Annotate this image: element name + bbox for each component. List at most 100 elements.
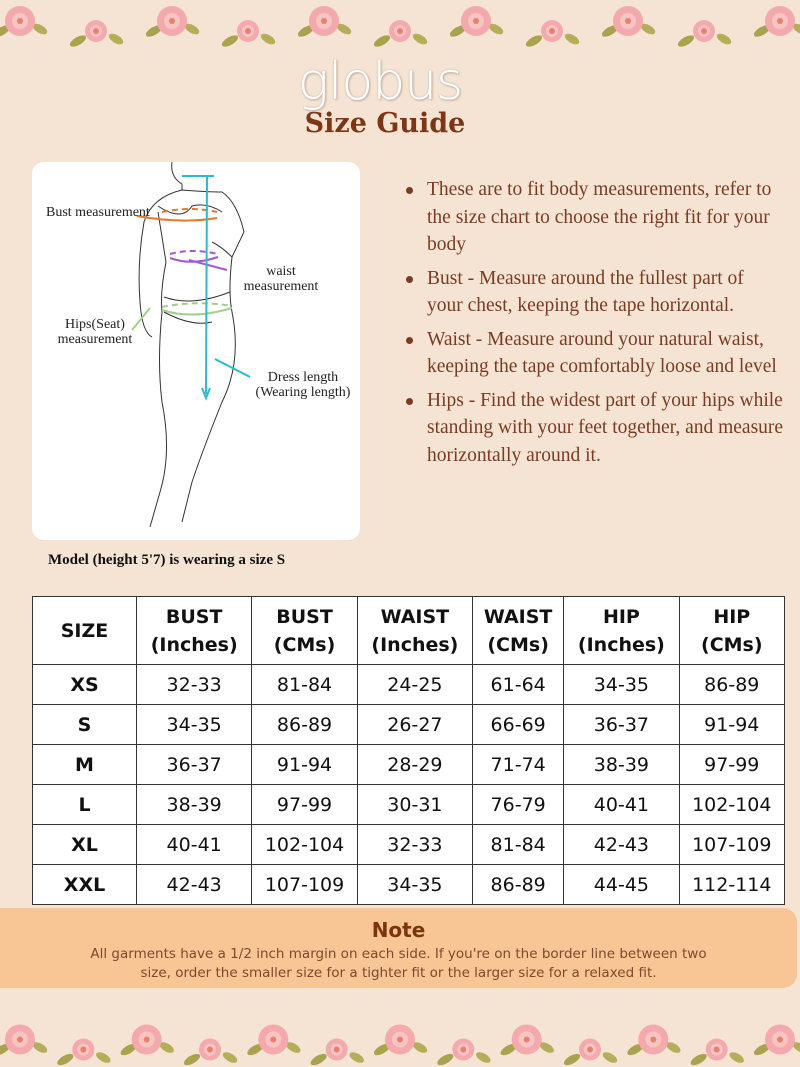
flower-icon	[325, 1038, 348, 1061]
measurement-cell: 36-37	[135, 744, 253, 785]
instruction-item: Bust - Measure around the fullest part o…	[404, 265, 784, 320]
column-header-text: HIP	[602, 605, 640, 628]
column-header-text: (CMs)	[701, 633, 763, 656]
body-sketch	[131, 162, 251, 528]
table-row: M 36-37 91-94 28-29 71-74 38-39 97-99	[32, 744, 786, 785]
model-caption: Model (height 5'7) is wearing a size S	[48, 552, 286, 568]
table-row: XL 40-41 102-104 32-33 81-84 42-43 107-109	[32, 824, 786, 865]
measurement-cell: 38-39	[135, 784, 253, 825]
leaf-icon	[690, 1052, 744, 1066]
measurement-cell: 32-33	[135, 664, 253, 705]
measurement-cell: 34-35	[135, 704, 253, 745]
measurement-cell: 36-37	[563, 704, 680, 745]
column-header-text: (CMs)	[273, 633, 336, 656]
measurement-cell: 42-43	[135, 864, 253, 905]
measurement-cell: 61-64	[472, 664, 565, 705]
flower-icon	[258, 1024, 289, 1055]
table-row: S 34-35 86-89 26-27 66-69 36-37 91-94	[32, 704, 786, 745]
measurement-cell: 34-35	[356, 864, 474, 905]
flower-icon	[237, 20, 259, 42]
column-header: HIP (Inches)	[563, 596, 680, 665]
leaf-icon	[0, 23, 48, 37]
column-header-text: (Inches)	[371, 633, 459, 656]
measurement-cell: 76-79	[472, 784, 565, 825]
measurement-cell: 81-84	[472, 824, 565, 865]
table-row: XXL 42-43 107-109 34-35 86-89 44-45 112-114	[32, 864, 786, 905]
measurement-cell: 66-69	[472, 704, 565, 745]
leaf-icon	[120, 1042, 174, 1056]
flower-icon	[579, 1038, 601, 1061]
size-cell: XL	[32, 824, 137, 865]
note-text: All garments have a 1/2 inch margin on e…	[90, 946, 707, 981]
page-title: Size Guide	[304, 108, 466, 139]
size-cell: L	[32, 784, 137, 825]
size-chart-table: SIZE BUST (Inches) BUST (CMs) WAIST (Inches) WA…	[32, 596, 786, 905]
flower-icon	[389, 20, 411, 42]
measurement-cell: 28-29	[356, 744, 474, 785]
flower-icon	[638, 1024, 669, 1055]
measurement-cell: 97-99	[678, 744, 786, 785]
column-header: HIP (CMs)	[678, 596, 786, 665]
note-box: Note All garments have a 1/2 inch margin…	[0, 908, 797, 988]
table-header-row: SIZE BUST (Inches) BUST (CMs) WAIST (Inches) WA…	[32, 596, 786, 665]
flower-icon	[85, 20, 107, 42]
column-header-text: (Inches)	[577, 633, 665, 656]
table-row: XS 32-33 81-84 24-25 61-64 34-35 86-89	[32, 664, 786, 705]
measurement-cell: 107-109	[678, 824, 786, 865]
leaf-icon	[145, 23, 200, 37]
flower-icon	[199, 1038, 221, 1061]
measurement-cell: 34-35	[563, 664, 680, 705]
leaf-icon	[57, 1052, 111, 1066]
measurement-cell: 91-94	[251, 744, 358, 785]
flower-icon	[5, 6, 35, 36]
column-header: WAIST (CMs)	[472, 596, 565, 665]
measurement-cell: 40-41	[563, 784, 680, 825]
measurement-instructions: These are to fit body measurements, refe…	[404, 176, 784, 475]
instruction-item: Hips - Find the widest part of your hips…	[404, 387, 784, 470]
flower-icon	[461, 6, 491, 36]
leaf-icon	[601, 23, 656, 37]
flower-icon	[765, 1024, 795, 1055]
column-header-text: (CMs)	[487, 633, 549, 656]
leaf-icon	[437, 1052, 491, 1066]
flower-icon	[385, 1024, 415, 1055]
table-row: L 38-39 97-99 30-31 76-79 40-41 102-104	[32, 784, 786, 825]
column-header: WAIST (Inches)	[356, 596, 474, 665]
leaf-icon	[500, 1042, 554, 1056]
flower-icon	[693, 20, 715, 42]
leaf-icon	[221, 33, 276, 47]
column-header-text: WAIST	[380, 605, 450, 628]
flower-icon	[765, 6, 795, 36]
leaf-icon	[449, 23, 504, 37]
leaf-icon	[753, 23, 800, 37]
leaf-icon	[373, 1042, 428, 1056]
leaf-icon	[183, 1052, 238, 1066]
size-cell: S	[32, 704, 137, 745]
measurement-cell: 32-33	[356, 824, 474, 865]
measurement-cell: 102-104	[251, 824, 358, 865]
leaf-icon	[753, 1042, 800, 1056]
flower-icon	[309, 6, 339, 36]
leaf-icon	[627, 1042, 681, 1056]
flower-icon	[72, 1038, 95, 1061]
column-header-text: HIP	[713, 605, 751, 628]
flower-icon	[157, 6, 187, 36]
measurement-cell: 86-89	[678, 664, 786, 705]
leaf-icon	[297, 23, 352, 37]
leaf-icon	[69, 33, 124, 47]
measurement-cell: 40-41	[135, 824, 253, 865]
measurement-cell: 112-114	[678, 864, 786, 905]
size-cell: XS	[32, 664, 137, 705]
measurement-figure: Bust measurement waist measurement Hips(…	[32, 162, 360, 540]
leaf-icon	[247, 1042, 301, 1056]
measurement-cell: 24-25	[356, 664, 474, 705]
flower-icon	[452, 1038, 475, 1061]
column-header-text: BUST	[165, 605, 223, 628]
column-header: BUST (CMs)	[251, 596, 358, 665]
flower-icon	[613, 6, 643, 36]
column-header: SIZE	[32, 596, 137, 665]
leaf-icon	[563, 1052, 618, 1066]
waist-label: waist measurement	[243, 264, 319, 294]
flower-icon	[541, 20, 563, 42]
measurement-cell: 26-27	[356, 704, 474, 745]
